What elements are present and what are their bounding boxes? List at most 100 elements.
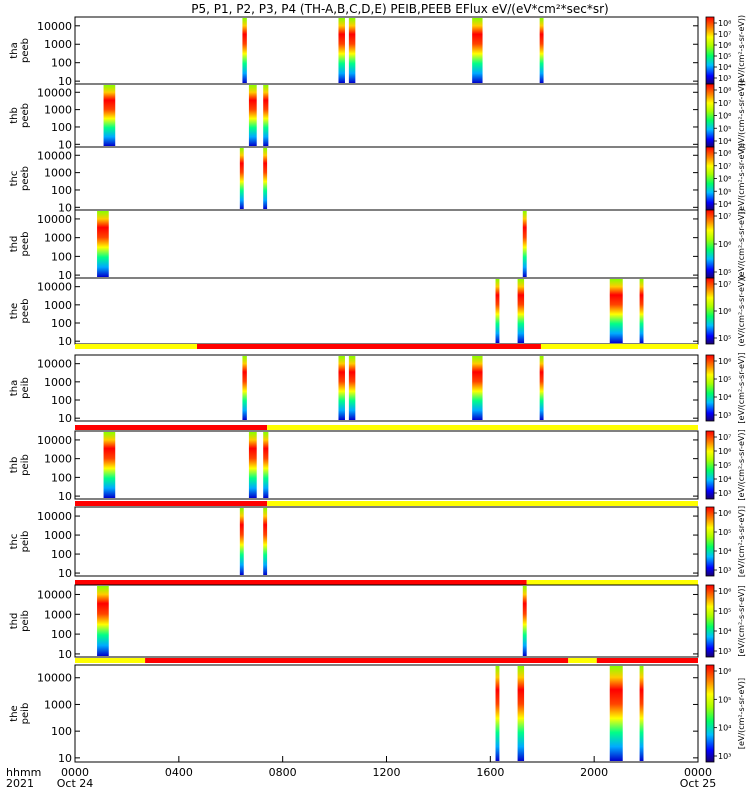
y-tick-label: 10: [58, 752, 72, 765]
colorbar-tick-label: 10⁸: [718, 86, 731, 95]
panel-frame: [74, 664, 699, 763]
chart-title: P5, P1, P2, P3, P4 (TH-A,B,C,D,E) PEIB,P…: [191, 2, 608, 16]
y-tick-label: 10000: [37, 213, 72, 226]
status-bar-segment: [197, 344, 541, 349]
spectrogram-burst: [517, 279, 525, 343]
colorbar-tick-label: 10⁷: [718, 162, 731, 171]
panel-frame: [74, 430, 699, 500]
colorbar: [705, 430, 715, 500]
spectrogram-burst: [639, 279, 644, 343]
y-tick-label: 10: [58, 335, 72, 348]
spectrogram-burst: [263, 432, 269, 498]
colorbar: [705, 664, 715, 763]
panels-group: 10 100 1000 10000 tha peeb 10⁸ 10⁷ 10⁶ 10⁵ 10⁴ 10³ (…: [9, 15, 746, 765]
x-tick-label: 0000: [61, 766, 89, 779]
colorbar-tick-label: 10⁷: [718, 212, 731, 221]
status-bar-segment: [540, 344, 698, 349]
colorbar-tick-label: 10³: [718, 647, 731, 656]
status-bar-segment: [145, 658, 569, 663]
y-tick-label: 10000: [37, 149, 72, 162]
x-tick-label: 1200: [373, 766, 401, 779]
colorbar: [705, 83, 715, 148]
spectrogram-burst: [103, 85, 116, 146]
y-tick-label: 1000: [44, 167, 72, 180]
y-tick-label: 10000: [37, 434, 72, 447]
y-tick-label: 10000: [37, 672, 72, 685]
y-tick-label: 10000: [37, 510, 72, 523]
panel-frame: [74, 209, 699, 279]
status-bar-segment: [75, 501, 268, 506]
y-tick-label: 100: [51, 471, 72, 484]
spectrogram-burst: [263, 508, 268, 575]
colorbar-unit-label: [eV/(cm²-s-sr-eV)]: [737, 585, 746, 656]
status-bar-segment: [267, 425, 698, 430]
x-tick-label: 2000: [580, 766, 608, 779]
spectrogram-burst: [472, 356, 483, 420]
colorbar-tick-label: 10⁶: [718, 240, 731, 249]
colorbar-tick-label: 10⁶: [718, 112, 731, 121]
colorbar: [705, 584, 715, 658]
colorbar-unit-label: (eV/(cm²-s-sr-eV)): [737, 275, 746, 346]
colorbar-unit-label: (eV/(cm²-s-sr-eV)): [737, 15, 746, 86]
panel-tha-peeb: 10 100 1000 10000 tha peeb 10⁸ 10⁷ 10⁶ 10⁵ 10⁴ 10³ (…: [9, 15, 746, 88]
y-tick-label: 10: [58, 567, 72, 580]
y-tick-label: 1000: [44, 38, 72, 51]
colorbar-tick-label: 10⁴: [718, 475, 731, 484]
y-tick-label: 10000: [37, 20, 72, 33]
panel-thb-peeb: 10 100 1000 10000 thb peeb 10⁸ 10⁷ 10⁶ 10⁵ 10⁴ (eV/…: [9, 80, 746, 151]
colorbar-tick-label: 10⁷: [718, 99, 731, 108]
y-tick-label: 10: [58, 648, 72, 661]
y-axis-label-instrument: peeb: [20, 232, 31, 257]
y-tick-label: 1000: [44, 299, 72, 312]
y-axis-label-probe: tha: [9, 380, 20, 396]
colorbar-tick-label: 10⁸: [718, 149, 731, 158]
status-bar-segment: [568, 658, 597, 663]
y-axis-label-probe: thb: [9, 457, 20, 474]
y-tick-label: 10: [58, 138, 72, 151]
colorbar-tick-label: 10⁵: [718, 607, 731, 616]
y-axis-label-probe: tha: [9, 42, 20, 58]
spectrogram-burst: [97, 211, 109, 277]
spectrogram-burst: [242, 356, 247, 420]
colorbar: [705, 354, 715, 422]
status-bar-segment: [267, 501, 698, 506]
colorbar-unit-label: (eV/(cm²-s-sr-eV)): [737, 80, 746, 151]
status-bar-segment: [526, 580, 698, 585]
colorbar: [705, 277, 715, 345]
x-axis-label-year: 2021: [6, 777, 34, 790]
colorbar-tick-label: 10³: [718, 74, 731, 83]
y-tick-label: 1000: [44, 698, 72, 711]
spectrogram-burst: [97, 586, 109, 656]
spectrogram-burst: [472, 18, 483, 83]
colorbar-tick-label: 10⁵: [718, 268, 731, 277]
panel-frame: [74, 16, 699, 85]
colorbar-unit-label: (eV/(cm²-s-sr-eV)): [737, 143, 746, 214]
colorbar-tick-label: 10⁴: [718, 63, 731, 72]
colorbar-tick-label: 10³: [718, 566, 731, 575]
status-bar-segment: [596, 658, 698, 663]
panel-thb-peib: 10 100 1000 10000 thb peib 10⁷ 10⁶ 10⁵ 10⁴ 10³ [eV/…: [9, 425, 746, 503]
colorbar-tick-label: 10⁴: [718, 724, 731, 733]
status-bar-segment: [75, 658, 146, 663]
spectrogram-burst: [609, 666, 623, 761]
panel-frame: [74, 584, 699, 658]
colorbar-unit-label: [eV/(cm²-s-sr-eV)]: [737, 678, 746, 749]
y-tick-label: 100: [51, 628, 72, 641]
colorbar: [705, 506, 715, 577]
y-axis-label-instrument: peib: [20, 531, 31, 553]
colorbar-tick-label: 10⁵: [718, 375, 731, 384]
spectrogram-burst: [248, 432, 257, 498]
colorbar-tick-label: 10⁶: [718, 307, 731, 316]
x-tick-label: 0000: [684, 766, 712, 779]
colorbar-tick-label: 10⁶: [718, 357, 731, 366]
colorbar: [705, 146, 715, 211]
colorbar-tick-label: 10⁶: [718, 41, 731, 50]
y-tick-label: 10: [58, 269, 72, 282]
y-tick-label: 10: [58, 412, 72, 425]
x-tick-date-label: Oct 25: [680, 777, 717, 790]
spectrogram-burst: [517, 666, 525, 761]
y-axis-label-instrument: peeb: [20, 166, 31, 191]
colorbar-tick-label: 10³: [718, 411, 731, 420]
y-axis-label-probe: the: [9, 303, 20, 319]
colorbar-tick-label: 10⁵: [718, 528, 731, 537]
